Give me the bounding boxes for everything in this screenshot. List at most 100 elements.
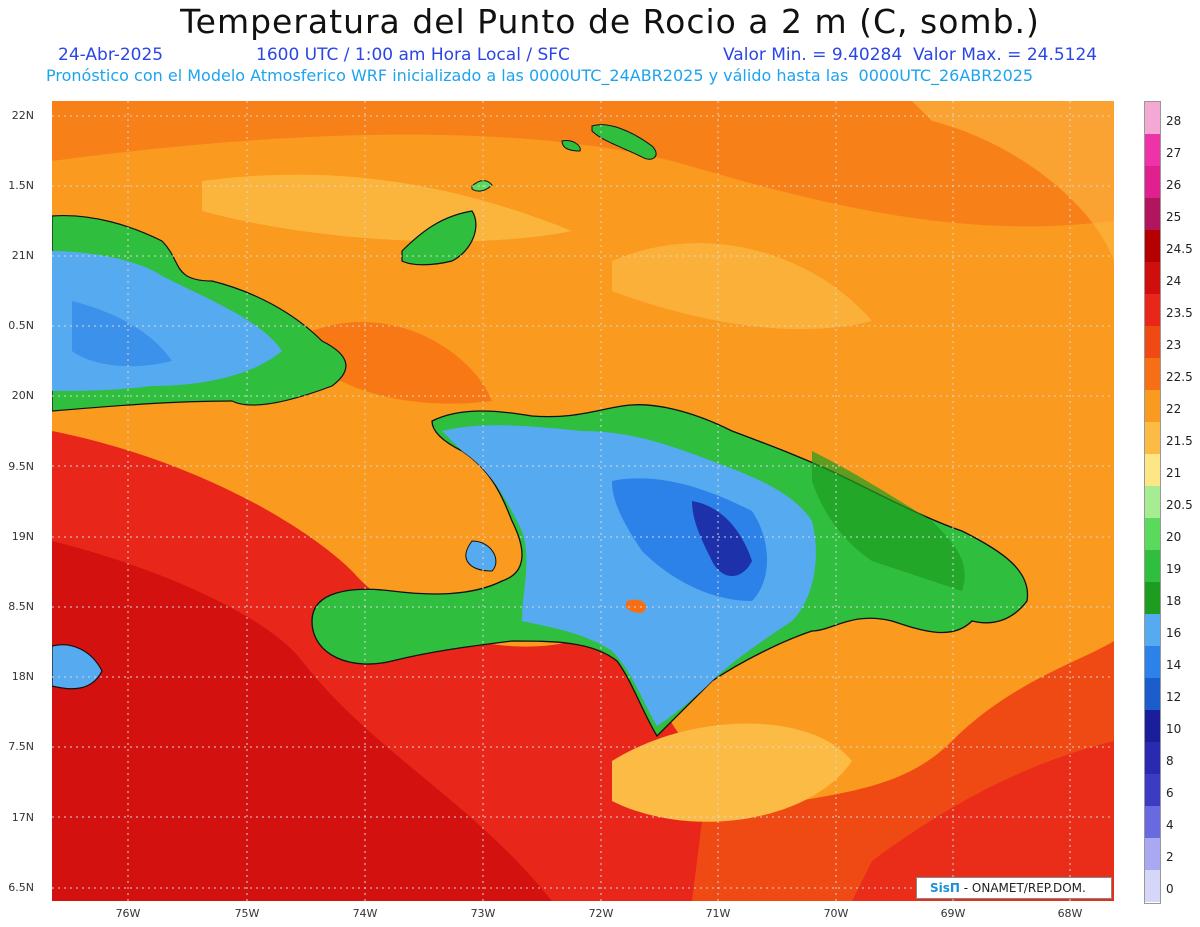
- forecast-date: 24-Abr-2025: [58, 45, 164, 65]
- lat-label-18n: 18N: [11, 670, 34, 683]
- colorbar-swatch: [1145, 774, 1160, 806]
- colorbar-swatch: [1145, 806, 1160, 838]
- colorbar-label: 21.5: [1166, 434, 1193, 448]
- colorbar-swatch: [1145, 838, 1160, 870]
- map-title: Temperatura del Punto de Rocio a 2 m (C,…: [180, 2, 1040, 41]
- field-light-northcentral: [612, 243, 872, 330]
- credit-text: - ONAMET/REP.DOM.: [959, 881, 1086, 895]
- colorbar-label: 16: [1166, 626, 1182, 640]
- colorbar-swatch: [1145, 102, 1160, 134]
- lat-label-21n: 21N: [11, 249, 34, 262]
- colorbar-label: 25: [1166, 210, 1182, 224]
- lat-label-22n: 22N: [11, 109, 34, 122]
- lon-label-70w: 70W: [823, 907, 849, 920]
- colorbar-swatch: [1145, 326, 1160, 358]
- lon-label-68w: 68W: [1057, 907, 1083, 920]
- colorbar-label: 22.5: [1166, 370, 1193, 384]
- cuba-lowest: [72, 301, 172, 367]
- field-highest-southwest: [52, 541, 552, 901]
- colorbar-swatch: [1145, 454, 1160, 486]
- map-canvas: [52, 101, 1114, 901]
- lake-enriquillo: [625, 599, 647, 613]
- lat-label-18-5n: 8.5N: [8, 600, 34, 613]
- lat-label-17-5n: 7.5N: [8, 740, 34, 753]
- colorbar-swatch: [1145, 294, 1160, 326]
- colorbar-swatch: [1145, 710, 1160, 742]
- lon-label-76w: 76W: [115, 907, 141, 920]
- colorbar-swatch: [1145, 230, 1160, 262]
- colorbar-label: 2: [1166, 850, 1174, 864]
- colorbar-label: 23: [1166, 338, 1182, 352]
- field-lighter-south: [612, 723, 852, 822]
- colorbar-label: 22: [1166, 402, 1182, 416]
- dewpoint-map: [52, 101, 1114, 901]
- lon-label-72w: 72W: [588, 907, 614, 920]
- lat-label-17n: 17N: [11, 811, 34, 824]
- sispi-logo: SisΠ: [930, 881, 960, 895]
- lat-label-20-5n: 0.5N: [8, 319, 34, 332]
- colorbar-swatch: [1145, 870, 1160, 902]
- cordillera-oriental: [812, 451, 965, 591]
- colorbar-swatch: [1145, 486, 1160, 518]
- colorbar-swatch: [1145, 262, 1160, 294]
- colorbar-label: 27: [1166, 146, 1182, 160]
- colorbar-label: 20: [1166, 530, 1182, 544]
- colorbar-swatch: [1145, 614, 1160, 646]
- colorbar-label: 23.5: [1166, 306, 1193, 320]
- field-mid: [312, 321, 492, 404]
- colorbar-swatch: [1145, 198, 1160, 230]
- colorbar-label: 24: [1166, 274, 1182, 288]
- credit-box: SisΠ - ONAMET/REP.DOM.: [916, 877, 1112, 899]
- lon-label-71w: 71W: [705, 907, 731, 920]
- lat-label-19-5n: 9.5N: [8, 460, 34, 473]
- island-small-1: [471, 180, 493, 192]
- colorbar-label: 6: [1166, 786, 1174, 800]
- colorbar-swatch: [1145, 550, 1160, 582]
- graticule: [52, 101, 1114, 901]
- colorbar-swatch: [1145, 646, 1160, 678]
- lon-label-73w: 73W: [470, 907, 496, 920]
- colorbar-label: 21: [1166, 466, 1182, 480]
- hispaniola-lowest: [692, 501, 752, 576]
- island-small-2: [561, 140, 581, 152]
- colorbar: [1144, 101, 1161, 904]
- colorbar-label: 19: [1166, 562, 1182, 576]
- lon-label-75w: 75W: [234, 907, 260, 920]
- colorbar-label: 4: [1166, 818, 1174, 832]
- colorbar-swatch: [1145, 582, 1160, 614]
- colorbar-label: 12: [1166, 690, 1182, 704]
- lat-label-16-5n: 6.5N: [8, 881, 34, 894]
- colorbar-label: 28: [1166, 114, 1182, 128]
- lat-label-19n: 19N: [11, 530, 34, 543]
- lon-label-74w: 74W: [352, 907, 378, 920]
- colorbar-label: 14: [1166, 658, 1182, 672]
- field-light-northeast: [912, 101, 1114, 261]
- colorbar-label: 10: [1166, 722, 1182, 736]
- field-light-north: [202, 174, 572, 242]
- colorbar-swatch: [1145, 422, 1160, 454]
- lon-label-69w: 69W: [940, 907, 966, 920]
- lat-label-20n: 20N: [11, 389, 34, 402]
- colorbar-label: 26: [1166, 178, 1182, 192]
- colorbar-swatch: [1145, 390, 1160, 422]
- colorbar-swatch: [1145, 518, 1160, 550]
- colorbar-swatch: [1145, 134, 1160, 166]
- colorbar-swatch: [1145, 678, 1160, 710]
- model-description: Pronóstico con el Modelo Atmosferico WRF…: [46, 66, 1034, 85]
- colorbar-label: 8: [1166, 754, 1174, 768]
- jamaica: [52, 644, 103, 690]
- field-north: [52, 101, 1114, 227]
- lat-label-21-5n: 1.5N: [8, 179, 34, 192]
- great-inagua-island: [401, 210, 477, 266]
- colorbar-label: 18: [1166, 594, 1182, 608]
- field-high-southeast-2: [852, 741, 1114, 901]
- colorbar-label: 0: [1166, 882, 1174, 896]
- colorbar-swatch: [1145, 358, 1160, 390]
- forecast-time: 1600 UTC / 1:00 am Hora Local / SFC: [256, 45, 570, 65]
- turks-caicos-islands: [591, 124, 657, 160]
- gonave-island: [465, 540, 497, 572]
- colorbar-swatch: [1145, 742, 1160, 774]
- colorbar-label: 24.5: [1166, 242, 1193, 256]
- colorbar-swatch: [1145, 166, 1160, 198]
- value-range: Valor Min. = 9.40284 Valor Max. = 24.512…: [723, 45, 1098, 65]
